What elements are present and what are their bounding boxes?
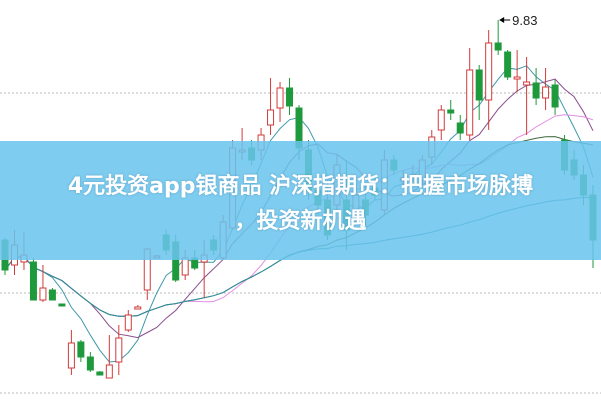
candle bbox=[551, 80, 559, 115]
article-title-line-1: 4元投资app银商品 沪深指期货：把握市场脉搏 bbox=[67, 174, 534, 199]
candle bbox=[504, 50, 512, 80]
candle bbox=[513, 50, 521, 92]
candle bbox=[105, 335, 113, 379]
candle bbox=[494, 20, 502, 55]
candle bbox=[267, 78, 275, 135]
candle-body-up bbox=[437, 109, 445, 131]
candle-body-up bbox=[267, 109, 275, 126]
candle-body-up bbox=[134, 306, 142, 310]
candle-body-up bbox=[105, 364, 113, 379]
candle bbox=[77, 340, 85, 362]
candle-body-down bbox=[504, 51, 512, 78]
candle bbox=[542, 68, 550, 110]
candle bbox=[523, 57, 531, 135]
candle-body-up bbox=[67, 342, 75, 369]
candle bbox=[67, 330, 75, 375]
candle-body-up bbox=[513, 76, 521, 80]
candle bbox=[39, 265, 47, 302]
title-banner bbox=[0, 141, 601, 260]
candle-body-down bbox=[96, 371, 104, 376]
candle bbox=[447, 100, 455, 120]
candle-body-down bbox=[447, 109, 455, 114]
candle bbox=[286, 78, 294, 115]
candle-body-up bbox=[466, 69, 474, 136]
candle-body-up bbox=[276, 87, 284, 109]
candle-body-down bbox=[286, 87, 294, 107]
candle bbox=[456, 115, 464, 140]
candle bbox=[276, 82, 284, 122]
candle-body-down bbox=[551, 84, 559, 108]
candle-body-down bbox=[29, 261, 37, 301]
candle bbox=[58, 303, 66, 307]
candle bbox=[134, 305, 142, 310]
candle-body-up bbox=[115, 337, 123, 363]
candle-body-down bbox=[77, 341, 85, 358]
candle-body-up bbox=[39, 287, 47, 301]
candle bbox=[96, 371, 104, 376]
candle-body-up bbox=[181, 257, 189, 276]
candle-body-down bbox=[48, 289, 56, 301]
candle bbox=[115, 325, 123, 375]
candle-body-up bbox=[523, 81, 531, 86]
candle-body-down bbox=[532, 82, 540, 99]
candle bbox=[437, 105, 445, 140]
candle bbox=[29, 258, 37, 301]
candle bbox=[485, 30, 493, 130]
candle bbox=[48, 288, 56, 301]
candle-body-down bbox=[58, 303, 66, 307]
arrow-left-icon bbox=[499, 17, 505, 23]
gridlines bbox=[0, 92, 601, 394]
candle bbox=[86, 352, 94, 372]
candle-body-up bbox=[485, 42, 493, 101]
candle bbox=[124, 310, 132, 332]
candle-body-down bbox=[475, 69, 483, 101]
max-price-marker: 9.83 bbox=[499, 13, 537, 28]
candle-body-up bbox=[542, 86, 550, 99]
candle-body-down bbox=[86, 356, 94, 371]
candle-body-down bbox=[494, 42, 502, 51]
candle bbox=[466, 48, 474, 140]
max-price-label: 9.83 bbox=[512, 13, 537, 28]
article-title-line-2: ，投资新机遇 bbox=[234, 209, 367, 234]
candle bbox=[532, 68, 540, 105]
candle-body-down bbox=[456, 122, 464, 134]
candle-body-up bbox=[124, 314, 132, 331]
candle bbox=[475, 65, 483, 120]
